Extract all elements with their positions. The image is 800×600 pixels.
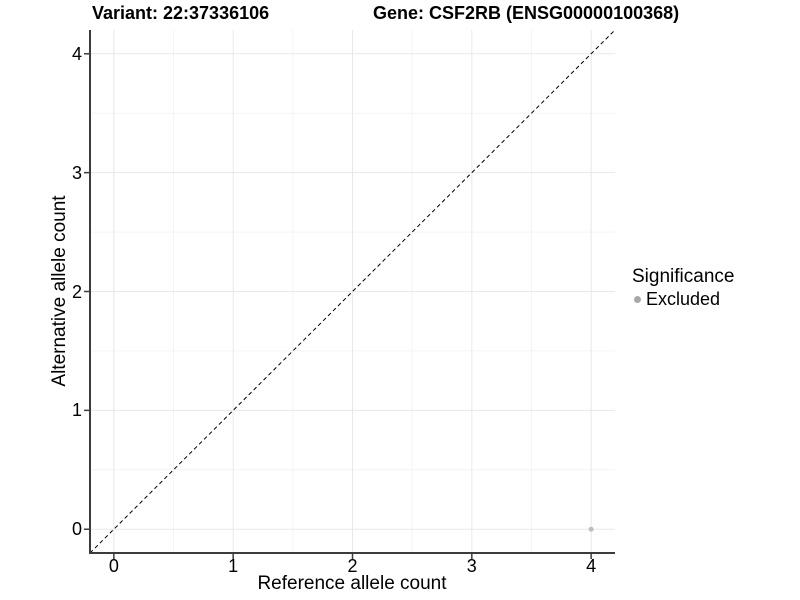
gene-title: Gene: CSF2RB (ENSG00000100368) — [373, 3, 680, 23]
x-tick-label: 0 — [108, 556, 119, 576]
x-axis-title: Reference allele count — [257, 573, 447, 594]
legend: Significance Excluded — [632, 266, 734, 310]
x-tick-label: 1 — [228, 556, 239, 576]
y-tick-label: 4 — [71, 43, 82, 64]
y-tick-label: 2 — [71, 281, 82, 302]
variant-title: Variant: 22:37336106 — [92, 3, 270, 23]
identity-line — [89, 29, 616, 554]
legend-point-icon — [634, 295, 641, 303]
x-tick-label: 3 — [466, 556, 477, 576]
x-tick-label: 4 — [586, 556, 597, 576]
legend-title: Significance — [632, 266, 735, 287]
data-point — [588, 526, 594, 532]
y-tick-label: 1 — [71, 400, 82, 421]
legend-item-excluded: Excluded — [632, 288, 734, 310]
legend-item-label: Excluded — [646, 288, 721, 309]
y-tick-label: 3 — [71, 162, 82, 183]
x-tick-label: 2 — [347, 556, 358, 576]
y-tick-label: 0 — [71, 519, 82, 540]
